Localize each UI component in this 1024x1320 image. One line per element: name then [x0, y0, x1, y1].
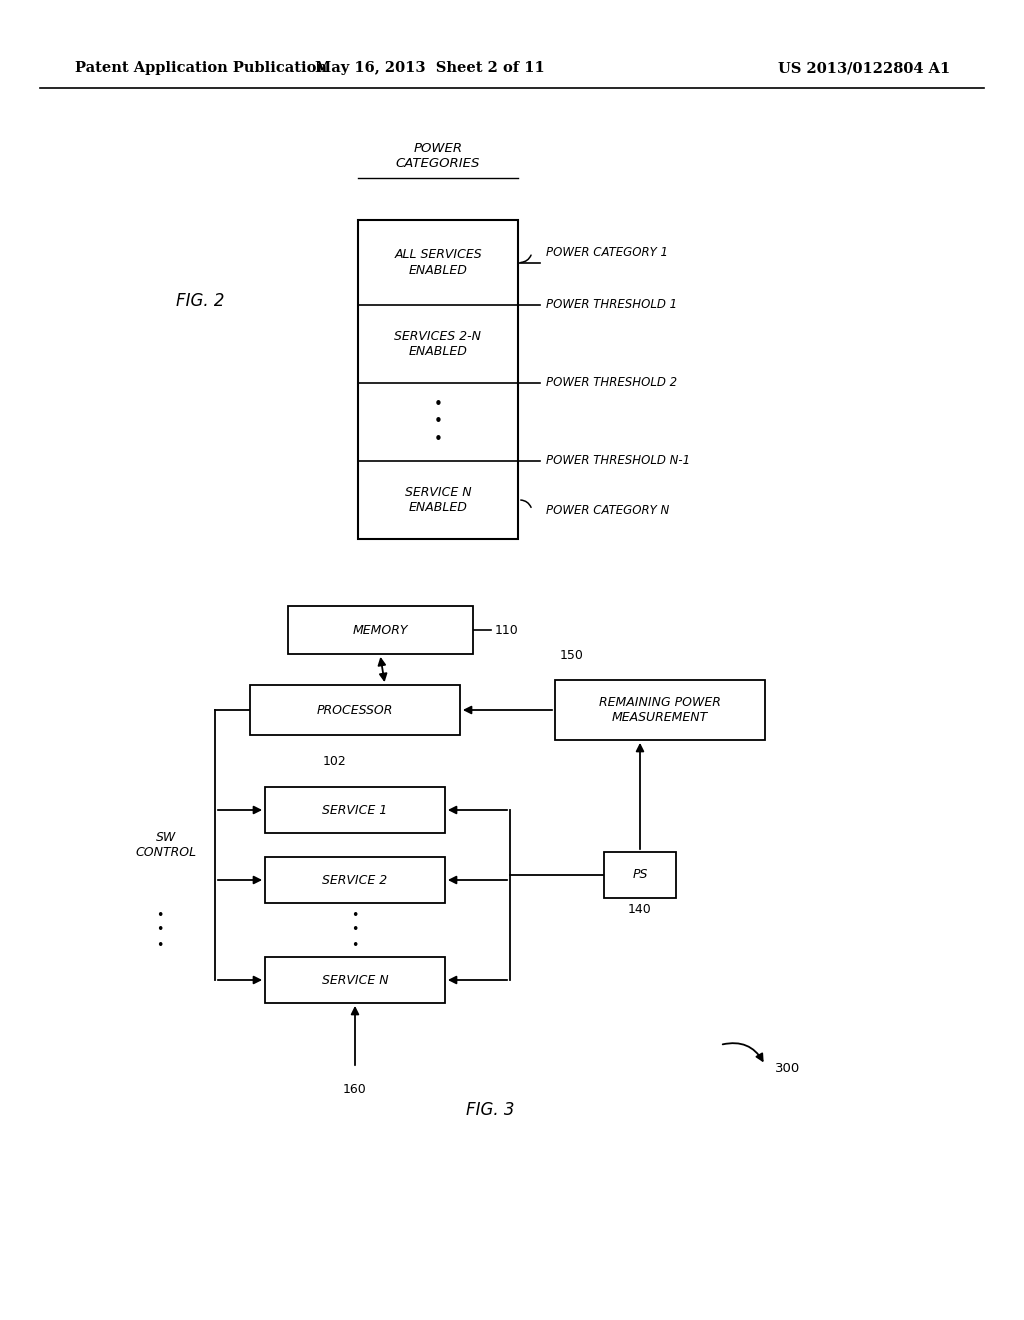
Bar	[250, 685, 460, 735]
Text: POWER THRESHOLD 1: POWER THRESHOLD 1	[546, 298, 677, 312]
Text: SERVICE N
ENABLED: SERVICE N ENABLED	[404, 486, 471, 513]
Bar	[265, 857, 445, 903]
Text: POWER CATEGORY N: POWER CATEGORY N	[546, 504, 670, 517]
Text: POWER
CATEGORIES: POWER CATEGORIES	[396, 143, 480, 170]
Text: FIG. 3: FIG. 3	[466, 1101, 514, 1119]
Text: 110: 110	[495, 623, 518, 636]
Bar	[604, 851, 676, 898]
Text: SW
CONTROL: SW CONTROL	[136, 832, 197, 859]
Text: ALL SERVICES
ENABLED: ALL SERVICES ENABLED	[394, 248, 482, 276]
Text: SERVICE 1: SERVICE 1	[323, 804, 388, 817]
Text: SERVICE N: SERVICE N	[322, 974, 388, 986]
Bar	[265, 957, 445, 1003]
Text: May 16, 2013  Sheet 2 of 11: May 16, 2013 Sheet 2 of 11	[315, 61, 545, 75]
Text: MEMORY: MEMORY	[352, 623, 408, 636]
Text: FIG. 2: FIG. 2	[176, 293, 224, 310]
Text: •
•
•: • • •	[433, 397, 442, 447]
Bar	[555, 680, 765, 741]
Text: US 2013/0122804 A1: US 2013/0122804 A1	[778, 61, 950, 75]
Text: Patent Application Publication: Patent Application Publication	[75, 61, 327, 75]
Bar	[288, 606, 472, 653]
Text: •
•
•: • • •	[351, 908, 358, 952]
Text: POWER CATEGORY 1: POWER CATEGORY 1	[546, 246, 668, 259]
Bar	[265, 787, 445, 833]
Text: 300: 300	[775, 1061, 800, 1074]
Text: 140: 140	[628, 903, 652, 916]
Text: 102: 102	[324, 755, 347, 768]
Text: POWER THRESHOLD N-1: POWER THRESHOLD N-1	[546, 454, 690, 467]
Text: SERVICES 2-N
ENABLED: SERVICES 2-N ENABLED	[394, 330, 481, 358]
Text: 150: 150	[560, 649, 584, 663]
Text: REMAINING POWER
MEASUREMENT: REMAINING POWER MEASUREMENT	[599, 696, 721, 723]
Text: SERVICE 2: SERVICE 2	[323, 874, 388, 887]
Text: PROCESSOR: PROCESSOR	[316, 704, 393, 717]
Text: PS: PS	[632, 869, 648, 882]
Text: •
•
•: • • •	[157, 908, 164, 952]
Bar	[358, 220, 518, 539]
Text: 160: 160	[343, 1082, 367, 1096]
Text: POWER THRESHOLD 2: POWER THRESHOLD 2	[546, 376, 677, 389]
